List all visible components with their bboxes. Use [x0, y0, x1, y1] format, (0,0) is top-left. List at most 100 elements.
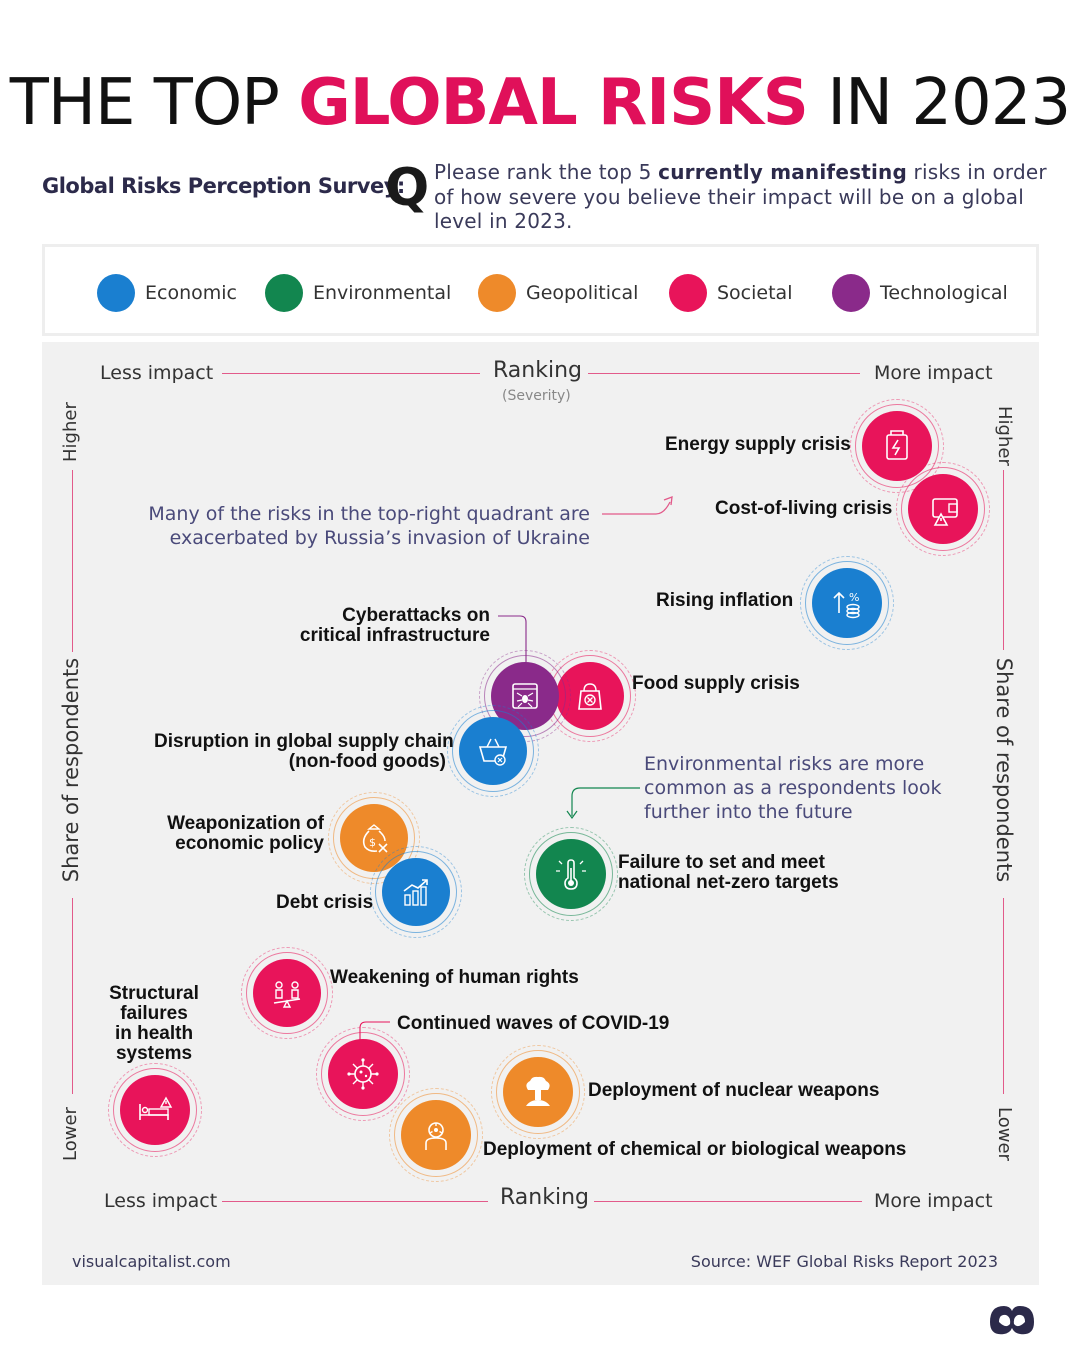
ukraine-note-line2: exacerbated by Russia’s invasion of Ukra…: [169, 527, 590, 549]
thermometer-icon: [556, 859, 586, 890]
label-weaponization-line2: economic policy: [175, 833, 324, 854]
fuel-icon: [886, 430, 908, 460]
wallet-warning-icon: [932, 498, 958, 526]
hospital-bed-icon: [139, 1096, 173, 1120]
right-higher: Higher: [994, 406, 1015, 466]
point-weakening-human-rights: [241, 947, 333, 1039]
bottom-less-impact: Less impact: [104, 1190, 218, 1212]
environment-note-line2: common as a respondents look: [644, 777, 942, 799]
point-nuclear-weapons: [491, 1045, 585, 1139]
environment-note-line1: Environmental risks are more: [644, 753, 925, 775]
environment-note-arrow: [566, 787, 640, 820]
people-scale-icon: [273, 981, 301, 1008]
label-food-supply-crisis: Food supply crisis: [632, 673, 800, 694]
point-supply-chain-disruption: [447, 705, 539, 797]
title-part2: GLOBAL RISKS: [298, 66, 809, 140]
title-part1: THE TOP: [9, 66, 280, 140]
label-debt-crisis: Debt crisis: [276, 892, 374, 913]
top-less-impact: Less impact: [100, 362, 214, 384]
label-health-line2: failures: [120, 1003, 188, 1024]
top-more-impact: More impact: [874, 362, 993, 384]
question-bold: currently manifesting: [658, 160, 907, 184]
label-nuclear-weapons: Deployment of nuclear weapons: [588, 1080, 880, 1101]
cyber-connector: [498, 615, 527, 664]
label-cyberattacks-line2: critical infrastructure: [299, 625, 490, 646]
point-structural-failures-health: [108, 1063, 202, 1157]
right-share: Share of respondents: [992, 657, 1016, 883]
top-axis-line-right: [588, 373, 860, 374]
label-cyberattacks: Cyberattacks on critical infrastructure: [298, 606, 490, 646]
footer-source: Source: WEF Global Risks Report 2023: [690, 1252, 998, 1271]
basket-icon: [478, 738, 508, 766]
label-weakening-human-rights: Weakening of human rights: [330, 967, 579, 988]
severity-label: (Severity): [502, 388, 571, 404]
left-axis-line-top: [72, 470, 73, 652]
point-rising-inflation: %: [800, 556, 894, 650]
label-supply-chain-line2: (non-food goods): [288, 751, 446, 772]
label-health-line1: Structural: [109, 983, 199, 1004]
food-bag-icon: [578, 683, 602, 710]
legend-label: Geopolitical: [526, 282, 639, 304]
title-part3: IN 2023: [827, 66, 1071, 140]
virus-icon: [347, 1058, 379, 1090]
chart-panel: Less impact Ranking (Severity) More impa…: [42, 342, 1039, 1285]
spider-web-icon: [512, 683, 538, 709]
left-share: Share of respondents: [59, 657, 83, 883]
legend-label: Economic: [145, 282, 237, 304]
bottom-axis-line-left: [222, 1201, 488, 1202]
survey-question: Please rank the top 5 currently manifest…: [434, 160, 1054, 234]
label-energy-supply-crisis: Energy supply crisis: [665, 434, 851, 455]
inflation-coins-icon: %: [833, 591, 860, 619]
bottom-axis-line-right: [594, 1201, 862, 1202]
legend-item-societal: Societal: [669, 273, 792, 313]
label-cyberattacks-line1: Cyberattacks on: [342, 605, 490, 626]
money-bag-icon: $: [362, 824, 388, 853]
question-mark: Q: [385, 158, 430, 218]
ukraine-note-line1: Many of the risks in the top-right quadr…: [148, 503, 590, 525]
label-health-line3: in health: [114, 1023, 194, 1044]
svg-text:%: %: [849, 591, 859, 604]
top-ranking: Ranking: [493, 358, 582, 383]
right-axis-line-top: [1003, 470, 1004, 650]
legend-label: Environmental: [313, 282, 452, 304]
label-net-zero-line1: Failure to set and meet: [618, 852, 825, 873]
label-supply-chain-disruption: Disruption in global supply chain (non-f…: [154, 731, 454, 772]
svg-text:$: $: [369, 836, 376, 849]
ukraine-note-arrow: [602, 496, 673, 515]
survey-label: Global Risks Perception Survey:: [42, 174, 405, 198]
legend-dot-environmental: [265, 274, 303, 312]
question-post: risks in order of how severe you believe…: [434, 160, 1047, 233]
legend-label: Societal: [717, 282, 793, 304]
legend-item-environmental: Environmental: [265, 273, 451, 313]
environment-note: Environmental risks are more common as a…: [644, 752, 964, 824]
label-weaponization-economic-policy: Weaponization of economic policy: [124, 814, 324, 854]
bottom-ranking: Ranking: [500, 1185, 589, 1210]
ukraine-note: Many of the risks in the top-right quadr…: [130, 502, 590, 550]
point-covid-waves: [316, 1027, 410, 1121]
legend-dot-economic: [97, 274, 135, 312]
label-rising-inflation: Rising inflation: [656, 590, 794, 611]
page-title: THE TOP GLOBAL RISKS IN 2023: [0, 66, 1080, 140]
legend-item-technological: Technological: [832, 273, 1008, 313]
label-weaponization-line1: Weaponization of: [167, 813, 324, 834]
legend-item-economic: Economic: [97, 273, 237, 313]
biohazard-icon: [425, 1122, 447, 1150]
footer-site: visualcapitalist.com: [72, 1252, 231, 1271]
point-debt-crisis: [370, 846, 462, 938]
point-net-zero-targets: [524, 827, 618, 921]
legend-item-geopolitical: Geopolitical: [478, 273, 638, 313]
bar-growth-icon: [403, 879, 428, 906]
left-lower: Lower: [60, 1107, 81, 1161]
mushroom-cloud-icon: [526, 1076, 550, 1106]
question-pre: Please rank the top 5: [434, 160, 659, 184]
legend: Economic Environmental Geopolitical Soci…: [42, 244, 1039, 336]
right-axis-line-bottom: [1003, 898, 1004, 1094]
label-net-zero-line2: national net-zero targets: [618, 872, 839, 893]
right-lower: Lower: [994, 1107, 1015, 1161]
label-supply-chain-line1: Disruption in global supply chain: [154, 731, 454, 752]
visual-capitalist-logo: [990, 1306, 1034, 1335]
left-higher: Higher: [60, 402, 81, 462]
label-structural-failures-health: Structural failures in health systems: [104, 984, 204, 1064]
environment-note-line3: further into the future: [644, 801, 853, 823]
legend-dot-technological: [832, 274, 870, 312]
